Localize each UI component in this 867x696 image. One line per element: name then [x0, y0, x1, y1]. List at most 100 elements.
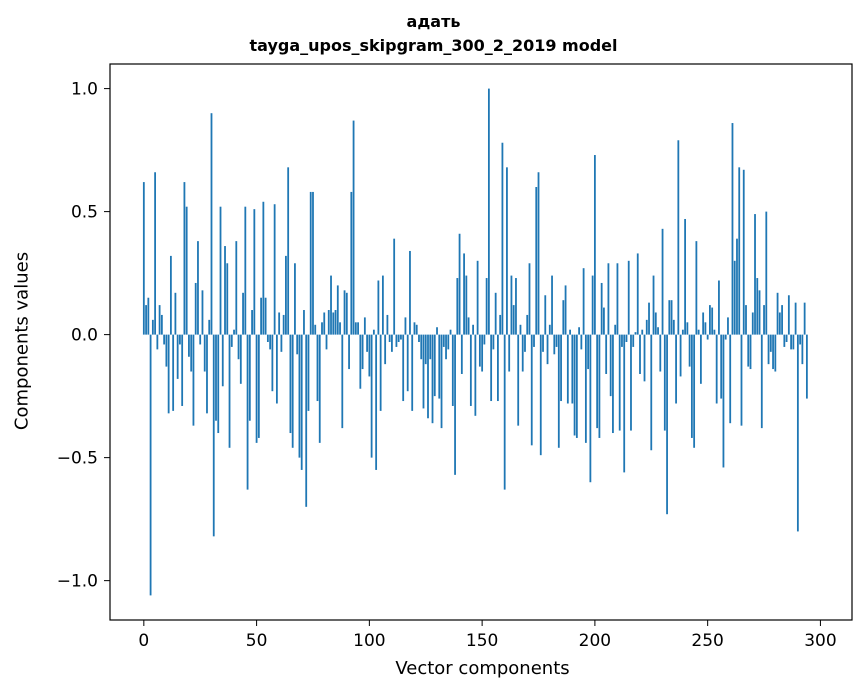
bar — [289, 334, 292, 434]
bar — [341, 334, 344, 429]
bar — [688, 334, 691, 367]
bar — [729, 334, 732, 424]
bar — [575, 334, 578, 438]
bar — [506, 167, 508, 335]
bar — [742, 169, 745, 335]
bar — [253, 209, 256, 335]
bar — [348, 334, 350, 370]
bar — [165, 334, 168, 367]
bar — [192, 334, 195, 426]
bar — [494, 292, 497, 335]
bar — [485, 278, 488, 335]
bar — [654, 312, 657, 335]
bar — [363, 317, 366, 335]
bar — [224, 246, 226, 335]
bar — [799, 334, 802, 345]
bar — [160, 314, 163, 335]
bar — [709, 305, 711, 335]
bar — [740, 334, 743, 426]
bar — [210, 113, 213, 335]
bar — [366, 334, 368, 352]
bar — [273, 204, 276, 335]
bar — [445, 334, 447, 360]
bar — [278, 312, 281, 335]
y-tick-label: 0.0 — [71, 326, 98, 346]
bar — [593, 155, 596, 335]
bar — [661, 228, 664, 335]
bar — [623, 334, 626, 473]
bar — [449, 329, 452, 335]
x-tick-label: 0 — [138, 631, 149, 651]
bar — [767, 334, 770, 365]
bar — [415, 324, 418, 335]
bar — [727, 317, 729, 335]
bar — [555, 334, 558, 347]
bar — [357, 322, 359, 335]
bar — [188, 334, 190, 357]
bar — [307, 334, 310, 411]
bar — [722, 334, 725, 468]
bar — [215, 334, 217, 421]
bar-series — [142, 88, 808, 596]
bar — [704, 322, 707, 335]
bar — [720, 334, 723, 399]
bar — [557, 334, 560, 448]
bar — [345, 292, 348, 335]
bar — [697, 329, 700, 335]
bar — [300, 334, 303, 470]
bar — [156, 334, 159, 350]
bar — [298, 334, 301, 458]
bar — [641, 329, 644, 335]
bar — [228, 334, 231, 448]
y-tick-label: −0.5 — [57, 449, 98, 469]
y-axis-label: Components values — [11, 251, 33, 431]
bar — [524, 334, 526, 352]
bar — [528, 263, 531, 335]
bar — [386, 314, 389, 335]
bar — [354, 322, 357, 335]
bar — [763, 305, 765, 335]
bar — [172, 334, 175, 411]
bar — [699, 334, 702, 384]
bar — [690, 334, 693, 438]
bar — [483, 334, 486, 345]
bar — [607, 263, 610, 335]
bar — [476, 260, 479, 335]
bar — [169, 255, 172, 335]
bar — [409, 250, 411, 335]
bar — [769, 334, 772, 352]
bar — [370, 334, 373, 458]
bar — [339, 322, 341, 335]
bar — [343, 290, 346, 335]
bar — [573, 334, 576, 436]
bar — [758, 290, 761, 335]
bar — [379, 334, 382, 411]
bar — [747, 334, 750, 367]
bar — [571, 334, 574, 404]
bar — [391, 334, 393, 352]
bar — [318, 334, 321, 443]
y-tick-label: 1.0 — [71, 80, 98, 100]
bar — [431, 334, 434, 424]
bar — [454, 334, 456, 475]
bar — [203, 334, 206, 372]
bar — [242, 292, 244, 335]
bar — [451, 334, 454, 406]
bar — [778, 312, 781, 335]
bar — [519, 324, 522, 335]
bar — [598, 334, 601, 438]
bar — [517, 334, 520, 426]
bar — [510, 275, 513, 335]
bar — [666, 334, 668, 515]
bar — [499, 314, 502, 335]
bar — [442, 334, 445, 347]
bar — [456, 278, 459, 335]
bar — [221, 334, 224, 387]
bar — [711, 307, 714, 335]
x-tick-label: 150 — [466, 631, 498, 651]
bar — [551, 275, 553, 335]
bar — [332, 312, 335, 335]
bar — [693, 334, 696, 448]
bar — [796, 334, 799, 532]
bar — [718, 280, 720, 335]
